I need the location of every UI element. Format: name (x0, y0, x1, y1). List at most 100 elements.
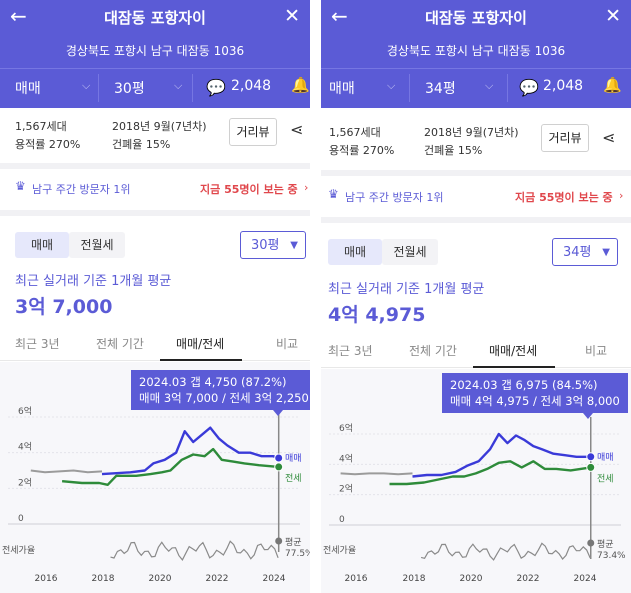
coverage-ratio: 건폐율 15% (112, 138, 171, 151)
legend-lease: 전세 (285, 473, 302, 484)
back-arrow-icon[interactable]: ← (331, 4, 348, 28)
visitor-rank[interactable]: 남구 주간 방문자 1위 (345, 191, 444, 204)
caret-down-icon: ▼ (602, 247, 610, 258)
now-viewing[interactable]: 지금 55명이 보는 중 (200, 183, 298, 196)
size-dropdown[interactable]: 34평 (425, 81, 456, 97)
legend-sale: 매매 (285, 453, 302, 464)
address: 경상북도 포항시 남구 대잠동 1036 (386, 44, 566, 58)
complex-info: 1,567세대 용적률 270% 2018년 9월(7년차) 건폐율 15% (321, 108, 631, 164)
legend-sale: 매매 (597, 452, 614, 463)
distance-view-button[interactable]: 거리뷰 (229, 118, 277, 146)
tab-all-period[interactable]: 전체 기간 (96, 337, 144, 351)
chevron-right-icon[interactable]: › (304, 181, 309, 194)
floor-area-ratio: 용적률 270% (15, 138, 81, 151)
panel-gap (310, 0, 321, 593)
listing-panel-34: ← 대잠동 포항자이 ✕ 경상북도 포항시 남구 대잠동 1036 매매 ⌵ 3… (321, 0, 631, 593)
size-select-value: 30평 (251, 238, 280, 253)
comment-icon[interactable]: 💬 (206, 78, 226, 97)
size-select[interactable]: 34평 ▼ (552, 238, 618, 266)
series-line-lease (61, 447, 279, 486)
y-tick-label: 0 (18, 514, 24, 524)
chevron-down-icon: ⌵ (174, 79, 183, 92)
tab-recent-3y[interactable]: 최근 3년 (328, 344, 373, 358)
chevron-down-icon: ⌵ (387, 79, 396, 92)
distance-view-button[interactable]: 거리뷰 (541, 124, 589, 152)
x-tick-label: 2022 (206, 574, 229, 584)
header: ← 대잠동 포항자이 ✕ 경상북도 포항시 남구 대잠동 1036 매매 ⌵ 3… (321, 0, 631, 108)
close-icon[interactable]: ✕ (605, 5, 621, 27)
series-line-sale (412, 432, 591, 478)
x-tick-label: 2020 (460, 574, 483, 584)
lease-toggle[interactable]: 전월세 (382, 239, 438, 265)
back-arrow-icon[interactable]: ← (10, 4, 27, 28)
listing-panel-30: ← 대잠동 포항자이 ✕ 경상북도 포항시 남구 대잠동 1036 매매 ⌵ 3… (0, 0, 310, 593)
series-end-marker (274, 453, 284, 463)
trade-type-dropdown[interactable]: 매매 (15, 81, 41, 97)
coverage-ratio: 건폐율 15% (424, 144, 483, 157)
comment-count[interactable]: 2,048 (231, 78, 272, 94)
comment-icon[interactable]: 💬 (519, 78, 539, 97)
crown-icon: ♛ (328, 187, 339, 201)
ratio-label: 전세가율 (2, 545, 35, 556)
sale-toggle[interactable]: 매매 (328, 239, 382, 265)
tab-sale-lease[interactable]: 매매/전세 (176, 337, 225, 351)
households: 1,567세대 (15, 120, 67, 133)
visitor-rank[interactable]: 남구 주간 방문자 1위 (32, 183, 131, 196)
divider (98, 74, 99, 102)
chevron-down-icon: ⌵ (82, 79, 91, 92)
series-end-marker (586, 452, 596, 462)
lease-toggle[interactable]: 전월세 (69, 232, 125, 258)
series-end-marker (274, 462, 284, 472)
tab-all-period[interactable]: 전체 기간 (409, 344, 457, 358)
comment-count[interactable]: 2,048 (543, 78, 584, 94)
share-icon[interactable]: ⋖ (602, 128, 616, 147)
close-icon[interactable]: ✕ (284, 5, 300, 27)
address: 경상북도 포항시 남구 대잠동 1036 (65, 44, 245, 58)
chart-tooltip: 2024.03 갭 4,750 (87.2%) 매매 3억 7,000 / 전세… (131, 370, 310, 410)
share-icon[interactable]: ⋖ (290, 120, 304, 139)
active-tab-indicator (473, 366, 555, 368)
series-line-sale (101, 426, 280, 476)
y-tick-label: 4억 (339, 452, 353, 464)
series-line-lease (389, 460, 591, 486)
header: ← 대잠동 포항자이 ✕ 경상북도 포항시 남구 대잠동 1036 매매 ⌵ 3… (0, 0, 310, 108)
bell-icon[interactable]: 🔔 (603, 76, 622, 94)
trade-type-dropdown[interactable]: 매매 (329, 81, 355, 97)
avg-value: 4억 4,975 (328, 304, 426, 326)
ratio-avg-label: 평균 (597, 539, 614, 550)
x-tick-label: 2018 (92, 574, 115, 584)
complex-info: 1,567세대 용적률 270% 2018년 9월(7년차) 건폐율 15% (0, 108, 310, 164)
ratio-avg-value: 73.4% (597, 551, 626, 561)
chevron-right-icon[interactable]: › (619, 189, 624, 202)
x-tick-label: 2024 (263, 574, 286, 584)
avg-label: 최근 실거래 기준 1개월 평균 (15, 274, 172, 289)
tab-compare[interactable]: 비교 (585, 344, 608, 358)
divider (0, 360, 310, 361)
tab-compare[interactable]: 비교 (276, 337, 299, 351)
tab-recent-3y[interactable]: 최근 3년 (15, 337, 60, 351)
avg-value: 3억 7,000 (15, 296, 113, 318)
bell-icon[interactable]: 🔔 (291, 76, 310, 94)
series-line-past (30, 469, 103, 474)
tooltip-arrow (273, 410, 283, 416)
divider (192, 74, 193, 102)
divider (0, 163, 310, 169)
divider (321, 68, 631, 69)
size-dropdown[interactable]: 30평 (114, 81, 145, 97)
ratio-end-marker (587, 539, 595, 547)
y-tick-label: 2억 (18, 476, 32, 488)
ratio-label: 전세가율 (323, 545, 356, 556)
built-date: 2018년 9월(7년차) (424, 126, 519, 139)
tooltip-arrow (583, 413, 593, 419)
chevron-down-icon: ⌵ (485, 79, 494, 92)
now-viewing[interactable]: 지금 55명이 보는 중 (515, 191, 613, 204)
built-date: 2018년 9월(7년차) (112, 120, 207, 133)
chart-tooltip: 2024.03 갭 6,975 (84.5%) 매매 4억 4,975 / 전세… (442, 373, 628, 413)
sale-toggle[interactable]: 매매 (15, 232, 69, 258)
tab-sale-lease[interactable]: 매매/전세 (489, 344, 538, 358)
size-select[interactable]: 30평 ▼ (240, 231, 306, 259)
divider (409, 74, 410, 102)
crown-icon: ♛ (15, 179, 26, 193)
